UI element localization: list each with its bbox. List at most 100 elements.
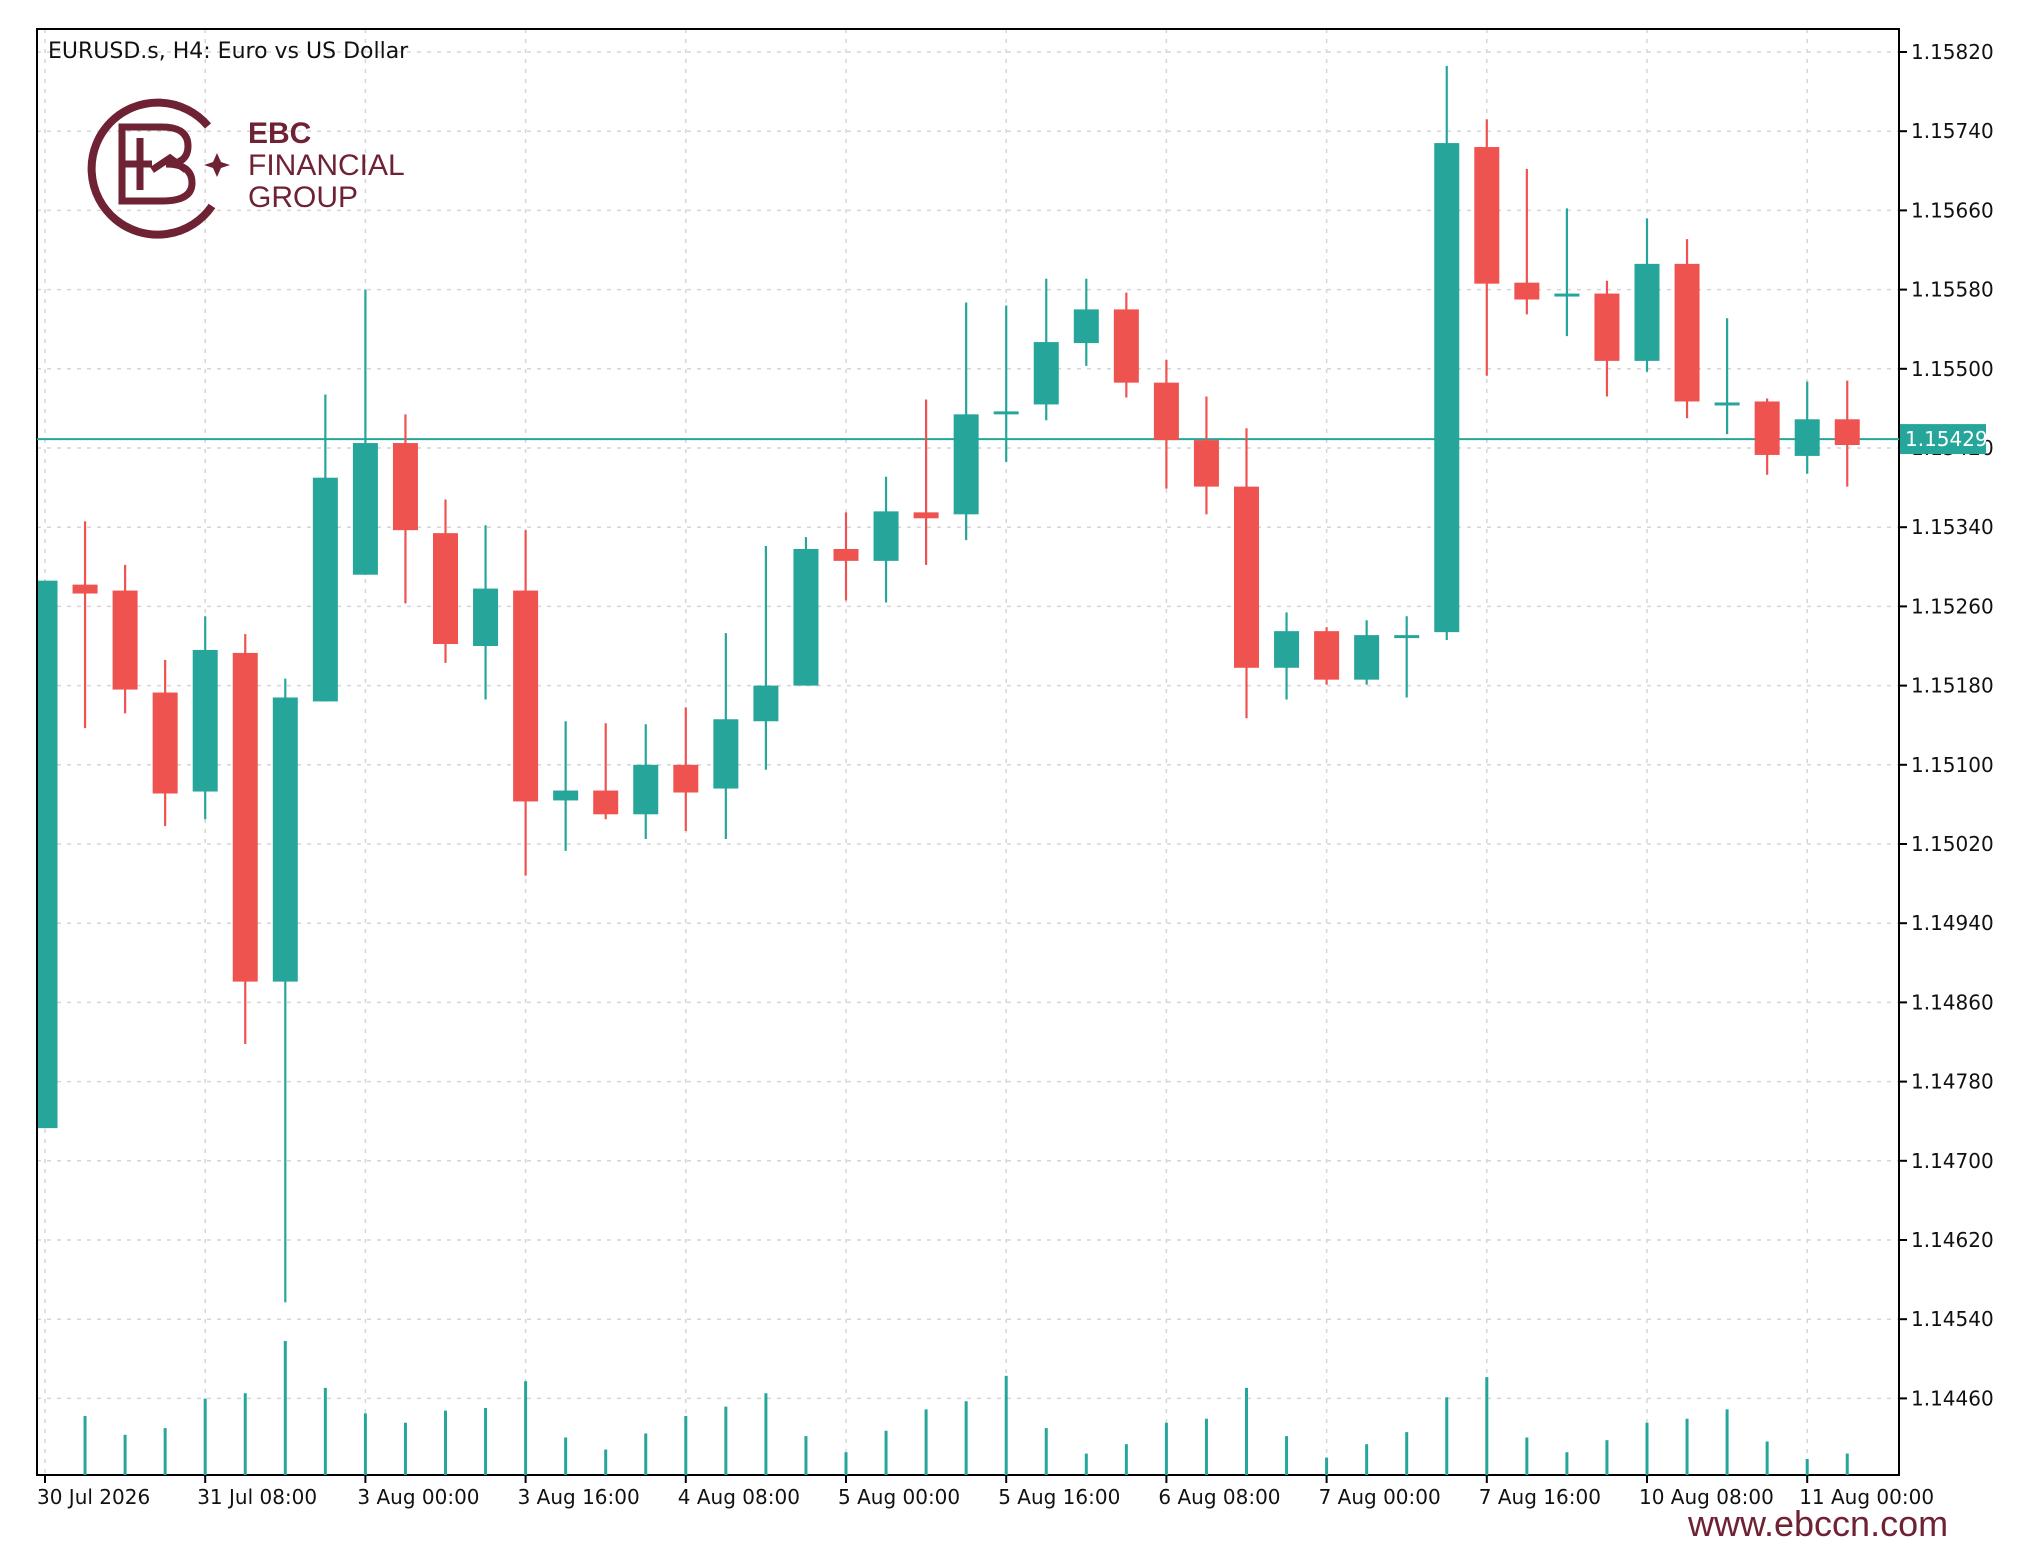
candle-body <box>1153 382 1179 441</box>
candle-body <box>152 692 178 794</box>
candle <box>793 537 819 686</box>
candle <box>1514 168 1540 315</box>
y-tick-label: 1.15180 <box>1911 674 1994 698</box>
candle <box>352 289 378 575</box>
candle <box>1314 627 1340 685</box>
candle <box>72 521 98 729</box>
candle <box>272 678 298 1303</box>
y-tick-label: 1.15500 <box>1911 357 1994 381</box>
candle <box>1234 428 1259 719</box>
candle <box>953 302 979 541</box>
candle-body <box>1554 293 1580 297</box>
candle-body <box>1474 147 1500 284</box>
chart-title: EURUSD.s, H4: Euro vs US Dollar <box>48 39 409 64</box>
candle-body <box>1674 263 1700 402</box>
candle <box>513 530 539 876</box>
y-tick-label: 1.14940 <box>1911 911 1994 935</box>
candle-body <box>953 414 979 515</box>
candle <box>833 512 859 601</box>
plot-frame <box>36 28 1900 1476</box>
candle-body <box>1033 342 1059 405</box>
candle <box>873 476 899 603</box>
candle-body <box>1714 402 1740 406</box>
candle-body <box>833 548 859 561</box>
chart-grid <box>37 29 1899 1475</box>
candle <box>673 707 699 832</box>
candle <box>38 580 58 1129</box>
x-tick-label: 3 Aug 00:00 <box>357 1485 479 1509</box>
y-tick-label: 1.15820 <box>1911 40 1994 64</box>
candle <box>192 616 218 820</box>
footer-url[interactable]: www.ebccn.com <box>1687 1503 1948 1544</box>
y-tick-label: 1.14860 <box>1911 990 1994 1014</box>
current-price-tag: 1.15429 <box>1900 424 1988 455</box>
y-tick-label: 1.15660 <box>1911 198 1994 222</box>
candle <box>1594 280 1620 397</box>
y-tick-label: 1.15580 <box>1911 278 1994 302</box>
candle-body <box>1234 486 1259 668</box>
x-tick-label: 4 Aug 08:00 <box>678 1485 800 1509</box>
candle-body <box>1314 631 1340 680</box>
candle-body <box>713 719 739 789</box>
candle <box>1113 292 1139 398</box>
ebc-logo: EBC FINANCIAL GROUP <box>87 98 405 239</box>
x-tick-label: 10 Aug 08:00 <box>1639 1485 1774 1509</box>
candle <box>913 399 939 565</box>
candle <box>1714 318 1740 435</box>
y-tick-label: 1.15260 <box>1911 594 1994 618</box>
candle-body <box>473 588 499 646</box>
x-tick-label: 3 Aug 16:00 <box>518 1485 640 1509</box>
candle <box>232 634 258 1044</box>
candle-body <box>38 580 58 1129</box>
x-axis: 30 Jul 2026 31 Jul 08:00 3 Aug 00:00 3 Aug … <box>37 1475 1934 1509</box>
candle <box>553 721 579 851</box>
candle <box>1754 398 1780 475</box>
candle <box>1674 239 1700 419</box>
candle <box>1634 218 1660 372</box>
y-tick-label: 1.14460 <box>1911 1386 1994 1410</box>
candle <box>1554 208 1580 337</box>
logo-text-ebc: EBC <box>248 117 311 150</box>
candle <box>433 499 458 663</box>
candle-body <box>1834 419 1860 446</box>
candle <box>593 723 619 820</box>
candle-body <box>993 411 1019 415</box>
candle-body <box>433 533 458 645</box>
candle-body <box>1073 309 1099 344</box>
candle <box>713 633 739 840</box>
candle <box>1033 278 1059 421</box>
candle-body <box>352 443 378 575</box>
candle <box>1153 359 1179 489</box>
sparkle-icon <box>204 153 230 177</box>
candle-body <box>913 512 939 519</box>
y-tick-label: 1.14620 <box>1911 1228 1994 1252</box>
candle <box>1193 396 1219 515</box>
candle <box>633 724 659 840</box>
candle-body <box>1274 631 1300 668</box>
candle-body <box>312 477 338 702</box>
candle-body <box>112 590 138 690</box>
x-tick-label: 5 Aug 00:00 <box>838 1485 960 1509</box>
candle-body <box>673 764 699 793</box>
candle-body <box>1193 440 1219 487</box>
candle <box>753 546 779 770</box>
candle-body <box>272 697 298 982</box>
candles <box>38 65 1860 1303</box>
candle <box>112 564 138 714</box>
candle <box>1354 620 1380 685</box>
candle-body <box>1794 419 1820 456</box>
candle-body <box>633 764 659 815</box>
y-tick-label: 1.15740 <box>1911 119 1994 143</box>
volume-bars <box>83 1341 1849 1475</box>
candle-body <box>1754 401 1780 455</box>
candle <box>1834 380 1860 487</box>
candle-body <box>72 584 98 594</box>
candle-body <box>873 511 899 561</box>
candle-body <box>1434 143 1460 633</box>
x-tick-label: 30 Jul 2026 <box>37 1485 150 1509</box>
x-tick-label: 6 Aug 08:00 <box>1158 1485 1280 1509</box>
candle <box>1794 381 1820 474</box>
candle <box>1274 612 1300 700</box>
candle-body <box>232 652 258 982</box>
x-tick-label: 7 Aug 00:00 <box>1319 1485 1441 1509</box>
